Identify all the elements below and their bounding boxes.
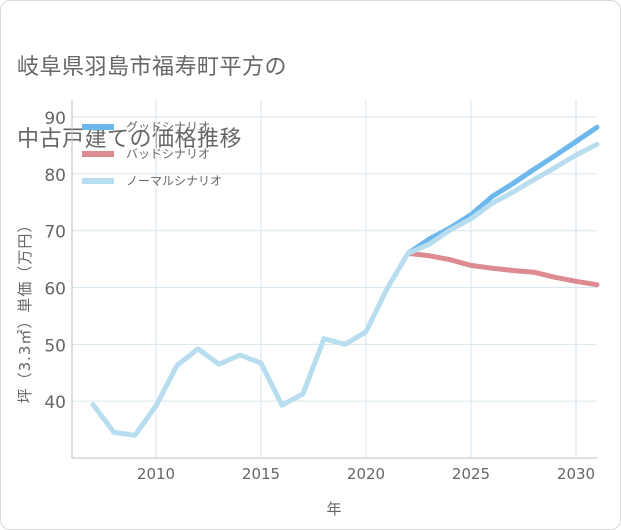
- x-tick-label: 2020: [347, 465, 385, 483]
- series-line: [405, 250, 600, 288]
- axes: [71, 100, 597, 459]
- series-line: [90, 141, 600, 438]
- x-tick-label: 2025: [452, 465, 490, 483]
- chart-title: 岐阜県羽島市福寿町平方の 中古戸建ての価格推移: [17, 14, 287, 194]
- grid-lines: [72, 100, 597, 458]
- y-tick-labels: 40 50 60 70 80 90: [44, 109, 66, 413]
- series-line: [405, 124, 600, 256]
- x-axis-label: 年: [326, 500, 341, 518]
- x-tick-label: 2010: [137, 465, 175, 483]
- chart-title-line-1: 岐阜県羽島市福寿町平方の: [17, 55, 288, 80]
- legend-label: グッドシナリオ: [126, 120, 210, 134]
- y-tick-label: 80: [44, 166, 66, 186]
- y-tick-label: 60: [44, 280, 66, 300]
- y-tick-label: 40: [44, 393, 66, 413]
- legend-label: ノーマルシナリオ: [126, 174, 222, 188]
- chart-title-line-2: 中古戸建ての価格推移: [17, 127, 243, 152]
- legend-label: バッドシナリオ: [126, 147, 210, 161]
- y-tick-label: 50: [44, 336, 66, 356]
- x-tick-labels: 2010 2015 2020 2025 2030: [137, 465, 595, 483]
- y-axis-label: 坪（3.3㎡）単価（万円）: [16, 217, 34, 404]
- x-tick-label: 2030: [557, 465, 595, 483]
- y-tick-label: 70: [44, 223, 66, 243]
- x-tick-label: 2015: [242, 465, 280, 483]
- series-lines: [90, 124, 600, 438]
- y-tick-label: 90: [44, 109, 66, 129]
